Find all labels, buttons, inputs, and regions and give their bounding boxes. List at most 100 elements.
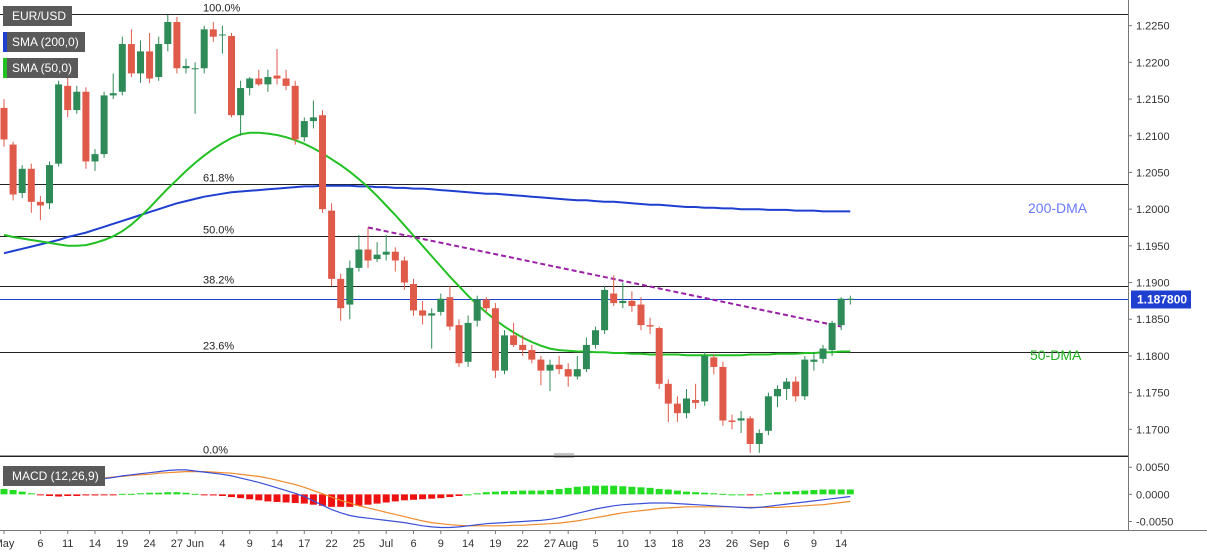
- macd-histogram-bar: [737, 494, 745, 496]
- macd-histogram-bar: [464, 494, 472, 496]
- macd-histogram-bar: [683, 491, 690, 495]
- candle-body: [683, 398, 690, 414]
- price-plot-area: [0, 0, 1128, 455]
- time-tick-label: 14: [835, 538, 847, 550]
- price-tick-label: 1.1900: [1136, 278, 1170, 290]
- macd-histogram-bar: [801, 490, 809, 495]
- macd-histogram-bar: [319, 494, 326, 506]
- candle-body: [491, 308, 499, 371]
- macd-histogram-bar: [64, 494, 72, 496]
- candle-body: [191, 68, 199, 70]
- candle-body: [100, 95, 108, 155]
- time-tick-label: Aug: [558, 538, 578, 550]
- candle-body: [46, 165, 53, 204]
- candle-body: [573, 369, 581, 377]
- time-tick-label: May: [0, 538, 15, 550]
- macd-histogram-bar: [0, 488, 8, 495]
- current-price-tag-label: 1.187800: [1137, 293, 1187, 307]
- macd-histogram-bar: [728, 494, 736, 496]
- legend-symbol: EUR/USD: [3, 6, 73, 26]
- candle-body: [18, 168, 26, 194]
- macd-histogram-bar: [755, 494, 763, 496]
- time-tick-label: 4: [219, 538, 225, 550]
- macd-histogram-bar: [9, 490, 17, 495]
- time-tick-label: 18: [671, 538, 683, 550]
- macd-histogram-bar: [373, 494, 381, 504]
- candle-body: [410, 284, 417, 311]
- macd-histogram-bar: [91, 494, 99, 496]
- macd-histogram-bar: [592, 485, 599, 495]
- macd-histogram-bar: [36, 494, 44, 496]
- candle-body: [710, 357, 718, 367]
- macd-histogram-bar: [246, 494, 254, 500]
- macd-histogram-bar: [519, 490, 527, 495]
- candle-body: [810, 359, 818, 362]
- macd-histogram-bar: [774, 492, 781, 495]
- candle-body: [437, 298, 445, 312]
- macd-histogram-bar: [610, 485, 618, 495]
- fib-level-label: 38.2%: [203, 275, 234, 287]
- fib-level-label: 100.0%: [203, 3, 241, 15]
- macd-histogram-bar: [82, 494, 90, 496]
- candle-body: [755, 432, 763, 444]
- macd-histogram-bar: [628, 486, 636, 495]
- time-tick-label: 19: [489, 538, 501, 550]
- candle-body: [528, 350, 536, 360]
- macd-histogram-bar: [819, 489, 827, 495]
- candle-body: [73, 91, 81, 111]
- candle-body: [728, 420, 736, 422]
- time-tick-label: 6: [784, 538, 790, 550]
- candle-body: [601, 289, 609, 331]
- macd-histogram-bar: [501, 491, 508, 495]
- macd-histogram-bar: [828, 489, 836, 495]
- time-tick-label: 26: [726, 538, 738, 550]
- price-tick-label: 1.2200: [1136, 57, 1170, 69]
- macd-histogram-bar: [655, 488, 663, 495]
- legend-sma200-label: SMA (200,0): [12, 35, 79, 49]
- candle-body: [391, 251, 399, 261]
- current-price-tag-bg: [1131, 290, 1191, 309]
- label-50-dma: 50-DMA: [1030, 347, 1082, 363]
- time-tick-label: 14: [271, 538, 283, 550]
- macd-histogram-bar: [719, 493, 727, 495]
- time-tick-label: 9: [438, 538, 444, 550]
- price-tick-label: 1.2250: [1136, 21, 1170, 33]
- legend-macd: MACD (12,26,9): [3, 466, 105, 486]
- price-tick-label: 1.1950: [1136, 241, 1170, 253]
- candle-body: [209, 29, 217, 37]
- candle-body: [610, 293, 618, 304]
- legend-symbol-label: EUR/USD: [12, 9, 67, 23]
- macd-signal-line: [4, 471, 851, 527]
- time-tick-label: 6: [410, 538, 416, 550]
- macd-histogram-bar: [710, 493, 718, 495]
- time-tick-label: Jun: [186, 538, 204, 550]
- resistance-trendline: [367, 226, 842, 328]
- macd-histogram-bar: [582, 486, 590, 495]
- macd-histogram-bar: [673, 490, 681, 495]
- macd-histogram-bar: [382, 494, 390, 503]
- macd-histogram-bar: [783, 491, 791, 495]
- macd-histogram-bar: [491, 491, 499, 495]
- price-tick-label: 1.1800: [1136, 351, 1170, 363]
- candle-body: [291, 85, 299, 140]
- time-tick-label: 9: [811, 538, 817, 550]
- macd-histogram-bar: [364, 494, 372, 505]
- candle-body: [355, 249, 363, 268]
- macd-histogram-bar: [300, 494, 308, 504]
- macd-histogram-bar: [446, 494, 454, 498]
- macd-histogram-bar: [482, 492, 490, 495]
- candles: [0, 14, 854, 453]
- macd-histogram-bar: [646, 487, 654, 495]
- fib-level-label: 50.0%: [203, 225, 234, 237]
- macd-histogram-bar: [473, 493, 481, 495]
- macd-histogram-bar: [764, 493, 772, 495]
- candle-body: [200, 29, 208, 69]
- time-tick-label: 9: [247, 538, 253, 550]
- time-tick-label: Sep: [750, 538, 770, 550]
- macd-histogram-bar: [73, 494, 81, 496]
- macd-histogram-bar: [455, 494, 463, 496]
- macd-histogram-bar: [601, 485, 609, 495]
- time-tick-label: Jul: [379, 538, 393, 550]
- macd-histogram-bar: [228, 494, 235, 498]
- candle-body: [382, 251, 390, 255]
